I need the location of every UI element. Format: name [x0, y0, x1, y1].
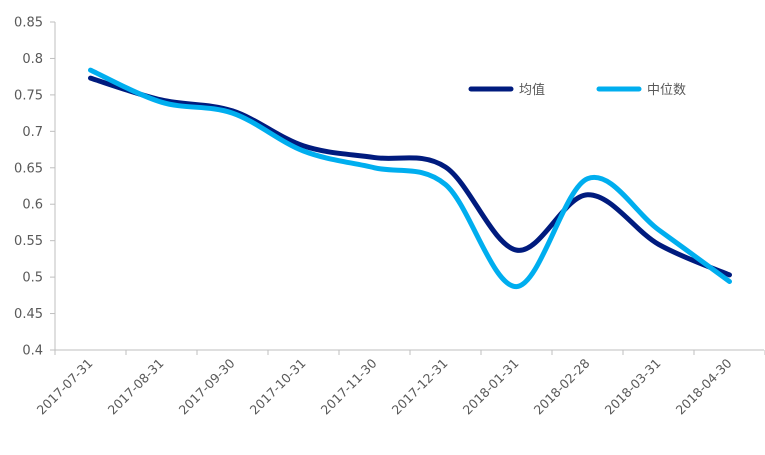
x-tick-label: 2018-04-30: [673, 355, 735, 417]
y-tick-label: 0.65: [14, 161, 43, 176]
y-axis-ticks: 0.4 0.45 0.5 0.55 0.6 0.65 0.7 0.75 0.8 0.85: [14, 16, 55, 359]
legend-label: 中位数: [647, 83, 686, 98]
x-tick-label: 2017-07-31: [34, 356, 96, 418]
y-tick-label: 0.85: [14, 16, 43, 31]
y-tick-label: 0.6: [22, 198, 43, 213]
y-tick-label: 0.75: [14, 88, 43, 103]
series-line-mean: [88, 75, 732, 278]
x-tick-label: 2017-12-31: [389, 356, 451, 418]
legend-label: 均值: [519, 82, 545, 98]
x-axis-ticks: 2017-07-31 2017-08-31 2017-09-30 2017-10-31…: [34, 350, 765, 417]
x-tick-label: 2017-08-31: [105, 356, 167, 418]
legend: 均值 中位数: [468, 82, 686, 98]
series-line-median: [88, 67, 732, 290]
y-tick-label: 0.8: [22, 52, 43, 67]
x-tick-label: 2018-03-31: [602, 356, 664, 418]
x-tick-label: 2017-09-30: [176, 355, 238, 417]
axes: [54, 22, 764, 351]
series-lines: [88, 67, 732, 290]
x-tick-label: 2017-11-30: [318, 355, 380, 417]
y-tick-label: 0.5: [22, 271, 43, 286]
x-tick-label: 2017-10-31: [247, 356, 309, 418]
y-tick-label: 0.7: [22, 125, 43, 140]
y-tick-label: 0.45: [14, 307, 43, 322]
x-tick-label: 2018-01-31: [460, 356, 522, 418]
x-tick-label: 2018-02-28: [531, 355, 593, 417]
y-tick-label: 0.4: [22, 344, 43, 359]
y-tick-label: 0.55: [14, 234, 43, 249]
